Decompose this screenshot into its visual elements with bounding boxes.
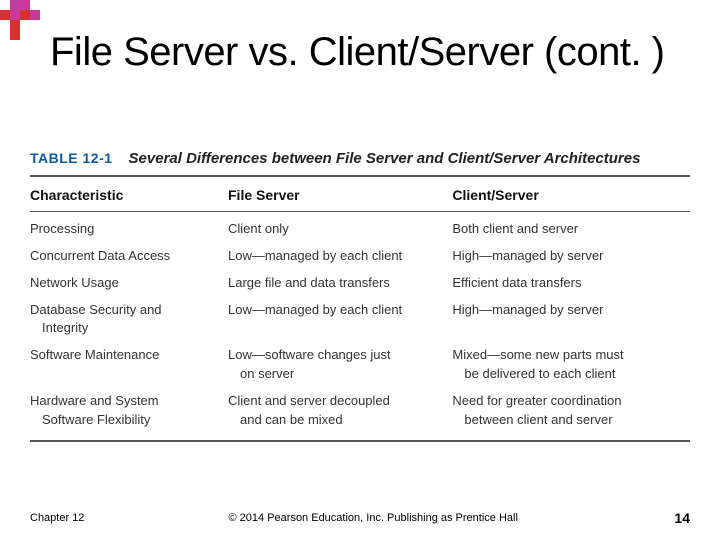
cell-client-server: Mixed—some new parts mustbe delivered to…	[452, 342, 690, 388]
table-row: Concurrent Data AccessLow—managed by eac…	[30, 243, 690, 270]
cell-file-server: Low—managed by each client	[228, 243, 452, 270]
cell-characteristic: Processing	[30, 216, 228, 243]
page-number: 14	[662, 510, 690, 526]
cell-client-server: High—managed by server	[452, 297, 690, 343]
cell-file-server: Client only	[228, 216, 452, 243]
logo-square	[10, 30, 20, 40]
cell-client-server: Need for greater coordinationbetween cli…	[452, 388, 690, 434]
brand-logo	[0, 0, 46, 40]
logo-square	[20, 0, 30, 10]
logo-square	[10, 10, 20, 20]
col-header-client-server: Client/Server	[452, 183, 690, 207]
table-header-row: Characteristic File Server Client/Server	[30, 183, 690, 207]
cell-characteristic: Database Security andIntegrity	[30, 297, 228, 343]
table-row: Database Security andIntegrityLow—manage…	[30, 297, 690, 343]
chapter-label: Chapter 12	[30, 512, 84, 524]
slide-title: File Server vs. Client/Server (cont. )	[50, 30, 680, 75]
logo-square	[30, 10, 40, 20]
table: Characteristic File Server Client/Server	[30, 183, 690, 207]
comparison-table: TABLE 12-1 Several Differences between F…	[30, 150, 690, 448]
cell-client-server: Efficient data transfers	[452, 270, 690, 297]
cell-file-server: Low—managed by each client	[228, 297, 452, 343]
cell-characteristic: Software Maintenance	[30, 342, 228, 388]
table-rule-header	[30, 211, 690, 212]
cell-client-server: Both client and server	[452, 216, 690, 243]
table-row: ProcessingClient onlyBoth client and ser…	[30, 216, 690, 243]
cell-file-server: Large file and data transfers	[228, 270, 452, 297]
col-header-characteristic: Characteristic	[30, 183, 228, 207]
table-rule-bottom	[30, 440, 690, 442]
table-caption: Several Differences between File Server …	[129, 150, 641, 167]
cell-file-server: Low—software changes juston server	[228, 342, 452, 388]
logo-square	[0, 10, 10, 20]
slide-footer: Chapter 12 © 2014 Pearson Education, Inc…	[0, 510, 720, 526]
cell-client-server: High—managed by server	[452, 243, 690, 270]
slide: File Server vs. Client/Server (cont. ) T…	[0, 0, 720, 540]
cell-characteristic: Network Usage	[30, 270, 228, 297]
logo-square	[10, 20, 20, 30]
table-row: Software MaintenanceLow—software changes…	[30, 342, 690, 388]
table-row: Hardware and SystemSoftware FlexibilityC…	[30, 388, 690, 434]
cell-file-server: Client and server decoupledand can be mi…	[228, 388, 452, 434]
table-label: TABLE 12-1	[30, 150, 113, 166]
table-rule-top	[30, 175, 690, 177]
logo-square	[10, 0, 20, 10]
col-header-file-server: File Server	[228, 183, 452, 207]
cell-characteristic: Concurrent Data Access	[30, 243, 228, 270]
table-row: Network UsageLarge file and data transfe…	[30, 270, 690, 297]
logo-square	[20, 10, 30, 20]
table-body: ProcessingClient onlyBoth client and ser…	[30, 216, 690, 434]
copyright-text: © 2014 Pearson Education, Inc. Publishin…	[84, 512, 662, 524]
cell-characteristic: Hardware and SystemSoftware Flexibility	[30, 388, 228, 434]
